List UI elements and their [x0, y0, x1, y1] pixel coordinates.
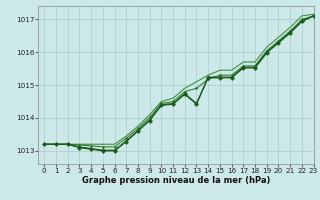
X-axis label: Graphe pression niveau de la mer (hPa): Graphe pression niveau de la mer (hPa) [82, 176, 270, 185]
